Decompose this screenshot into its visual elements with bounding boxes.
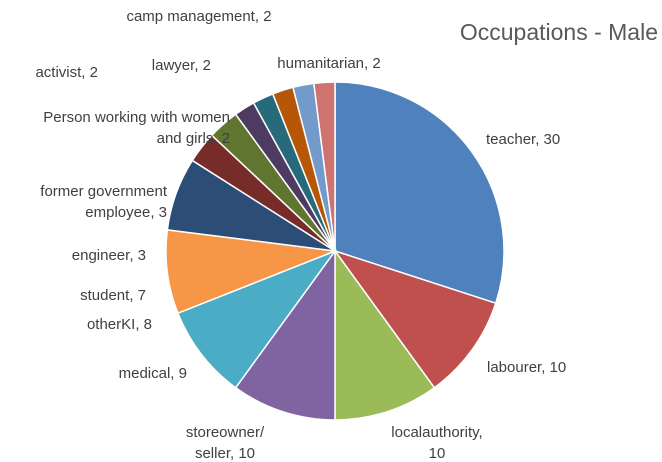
data-label: humanitarian, 2 bbox=[277, 55, 380, 72]
pie-slice bbox=[334, 81, 505, 305]
pie-slice bbox=[312, 81, 336, 252]
data-label: camp management, 2 bbox=[126, 8, 271, 25]
data-label: student, 7 bbox=[80, 287, 146, 304]
data-label: otherKI, 8 bbox=[87, 316, 152, 333]
data-label: Person working with women and girls, 2 bbox=[43, 109, 230, 147]
pie-slice bbox=[333, 249, 497, 389]
pie-slice bbox=[176, 249, 338, 389]
data-label: engineer, 3 bbox=[72, 247, 146, 264]
data-label: activist, 2 bbox=[35, 64, 98, 81]
pie-slice bbox=[234, 248, 336, 421]
data-label: teacher, 30 bbox=[486, 131, 560, 148]
data-label: localauthority, 10 bbox=[391, 424, 482, 462]
data-label: storeowner/seller, 10 bbox=[186, 424, 265, 462]
data-label: former government employee, 3 bbox=[40, 183, 168, 221]
data-label: lawyer, 2 bbox=[152, 57, 211, 74]
data-label: medical, 9 bbox=[119, 365, 187, 382]
pie-slice bbox=[334, 248, 436, 421]
data-label: labourer, 10 bbox=[487, 359, 566, 376]
chart-title: Occupations - Male bbox=[460, 19, 658, 45]
